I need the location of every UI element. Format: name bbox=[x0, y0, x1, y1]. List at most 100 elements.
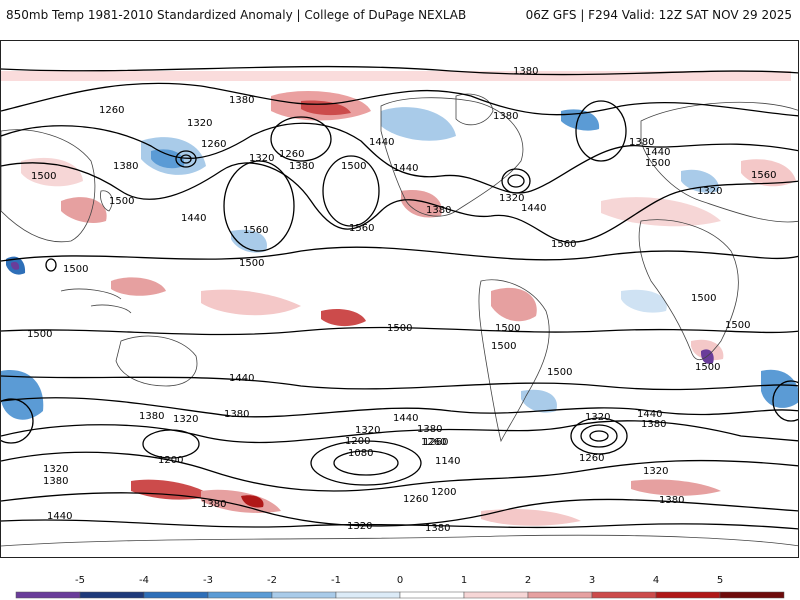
anomaly-patch bbox=[631, 479, 721, 496]
contour-label: 1200 bbox=[345, 436, 370, 447]
closed-contour bbox=[772, 380, 798, 422]
contour-label: 1440 bbox=[393, 163, 418, 174]
contour-label: 1380 bbox=[43, 476, 68, 487]
south-america-outline bbox=[478, 279, 550, 443]
closed-contour bbox=[589, 430, 609, 442]
contour-label: 1380 bbox=[513, 66, 538, 77]
closed-contour bbox=[142, 429, 200, 459]
colorbar-tick-label: 5 bbox=[716, 575, 724, 586]
anomaly-patch bbox=[481, 509, 581, 526]
contour-label: 1320 bbox=[43, 464, 68, 475]
anomaly-patch bbox=[401, 190, 442, 218]
contour-label: 1320 bbox=[697, 186, 722, 197]
anomaly-patch bbox=[491, 287, 537, 322]
anomaly-patch bbox=[201, 289, 301, 316]
contour-label: 1440 bbox=[645, 147, 670, 158]
contour-label: 1320 bbox=[347, 521, 372, 532]
closed-contour bbox=[501, 168, 531, 194]
contour-line bbox=[1, 122, 798, 194]
anomaly-patch bbox=[61, 197, 107, 223]
contour-label: 1500 bbox=[547, 367, 572, 378]
contour-label: 1440 bbox=[181, 213, 206, 224]
anomaly-patch bbox=[601, 197, 721, 227]
colorbar-swatch bbox=[79, 591, 145, 599]
colorbar-swatch bbox=[527, 591, 593, 599]
closed-contour bbox=[333, 450, 399, 476]
contour-label: 1380 bbox=[629, 137, 654, 148]
anomaly-colorbar: -5 -4 -3 -2 -1 0 1 2 3 4 5 bbox=[0, 570, 800, 600]
anomaly-patch bbox=[21, 157, 83, 187]
contour-label: 1500 bbox=[63, 264, 88, 275]
africa-outline bbox=[638, 219, 739, 361]
antarctica-outline bbox=[1, 534, 798, 547]
anomaly-patch bbox=[621, 289, 667, 313]
contour-label: 1200 bbox=[431, 487, 456, 498]
contour-label: 1380 bbox=[659, 495, 684, 506]
colorbar-tick-label: -1 bbox=[331, 575, 341, 586]
closed-contour bbox=[45, 258, 57, 272]
contour-label: 1440 bbox=[393, 413, 418, 424]
anomaly-patch bbox=[561, 109, 600, 131]
contour-label: 1380 bbox=[289, 161, 314, 172]
contour-label: 1320 bbox=[173, 414, 198, 425]
anomaly-map: 1380 1260 1320 1380 1560 1500 1260 1320 … bbox=[1, 65, 798, 547]
contour-label: 1320 bbox=[643, 466, 668, 477]
colorbar-tick-label: 4 bbox=[652, 575, 660, 586]
colorbar-tick-label: 0 bbox=[396, 575, 404, 586]
warm-anomaly-shading bbox=[1, 71, 796, 526]
contour-line bbox=[1, 246, 798, 262]
contour-label: 1380 bbox=[493, 111, 518, 122]
contour-label: 1500 bbox=[31, 171, 56, 182]
contour-label: 1080 bbox=[348, 448, 373, 459]
contour-label: 1500 bbox=[341, 161, 366, 172]
asia-west-outline bbox=[1, 129, 96, 243]
colorbar-swatch bbox=[15, 591, 81, 599]
anomaly-patch bbox=[681, 169, 720, 193]
contour-label: 1320 bbox=[499, 193, 524, 204]
contour-label: 1560 bbox=[349, 223, 374, 234]
closed-contour bbox=[310, 440, 422, 486]
contour-label: 1440 bbox=[637, 409, 662, 420]
header: 850mb Temp 1981-2010 Standardized Anomal… bbox=[0, 0, 800, 30]
anomaly-patch bbox=[1, 370, 44, 420]
contour-line bbox=[1, 492, 798, 527]
contour-line bbox=[1, 451, 798, 492]
contour-label: 1500 bbox=[239, 258, 264, 269]
closed-contour bbox=[270, 116, 332, 162]
contour-label: 1560 bbox=[551, 239, 576, 250]
anomaly-patch bbox=[151, 149, 185, 169]
contour-label: 1380 bbox=[641, 419, 666, 430]
closed-contour bbox=[507, 174, 525, 188]
contour-label: 1380 bbox=[224, 409, 249, 420]
closed-contour bbox=[180, 154, 192, 164]
contour-label: 1200 bbox=[158, 455, 183, 466]
contour-label: 1260 bbox=[403, 494, 428, 505]
anomaly-patch bbox=[1, 71, 791, 81]
contour-label: 1500 bbox=[495, 323, 520, 334]
closed-contour bbox=[580, 424, 618, 448]
colorbar-swatch bbox=[719, 591, 785, 599]
contour-label: 1500 bbox=[725, 320, 750, 331]
contour-labels: 1380 1260 1320 1380 1560 1500 1260 1320 … bbox=[27, 66, 776, 534]
contour-line bbox=[1, 82, 798, 117]
contour-label: 1560 bbox=[243, 225, 268, 236]
contour-label: 1380 bbox=[425, 523, 450, 534]
colorbar-swatches bbox=[15, 591, 785, 599]
contour-line bbox=[1, 375, 798, 391]
map-title: 850mb Temp 1981-2010 Standardized Anomal… bbox=[6, 8, 467, 22]
anomaly-patch bbox=[321, 309, 366, 327]
colorbar-swatch bbox=[207, 591, 273, 599]
anomaly-patch bbox=[11, 261, 20, 270]
contour-label: 1500 bbox=[387, 323, 412, 334]
colorbar-swatch bbox=[143, 591, 209, 599]
closed-contour bbox=[575, 100, 627, 162]
contour-label: 1260 bbox=[201, 139, 226, 150]
colorbar-tick-label: 2 bbox=[524, 575, 532, 586]
contour-label: 1500 bbox=[645, 158, 670, 169]
colorbar-swatch bbox=[655, 591, 721, 599]
indonesia-outline bbox=[60, 288, 132, 314]
contour-label: 1260 bbox=[423, 437, 448, 448]
contour-label: 1500 bbox=[695, 362, 720, 373]
anomaly-patch bbox=[521, 389, 557, 413]
contour-label: 1500 bbox=[491, 341, 516, 352]
